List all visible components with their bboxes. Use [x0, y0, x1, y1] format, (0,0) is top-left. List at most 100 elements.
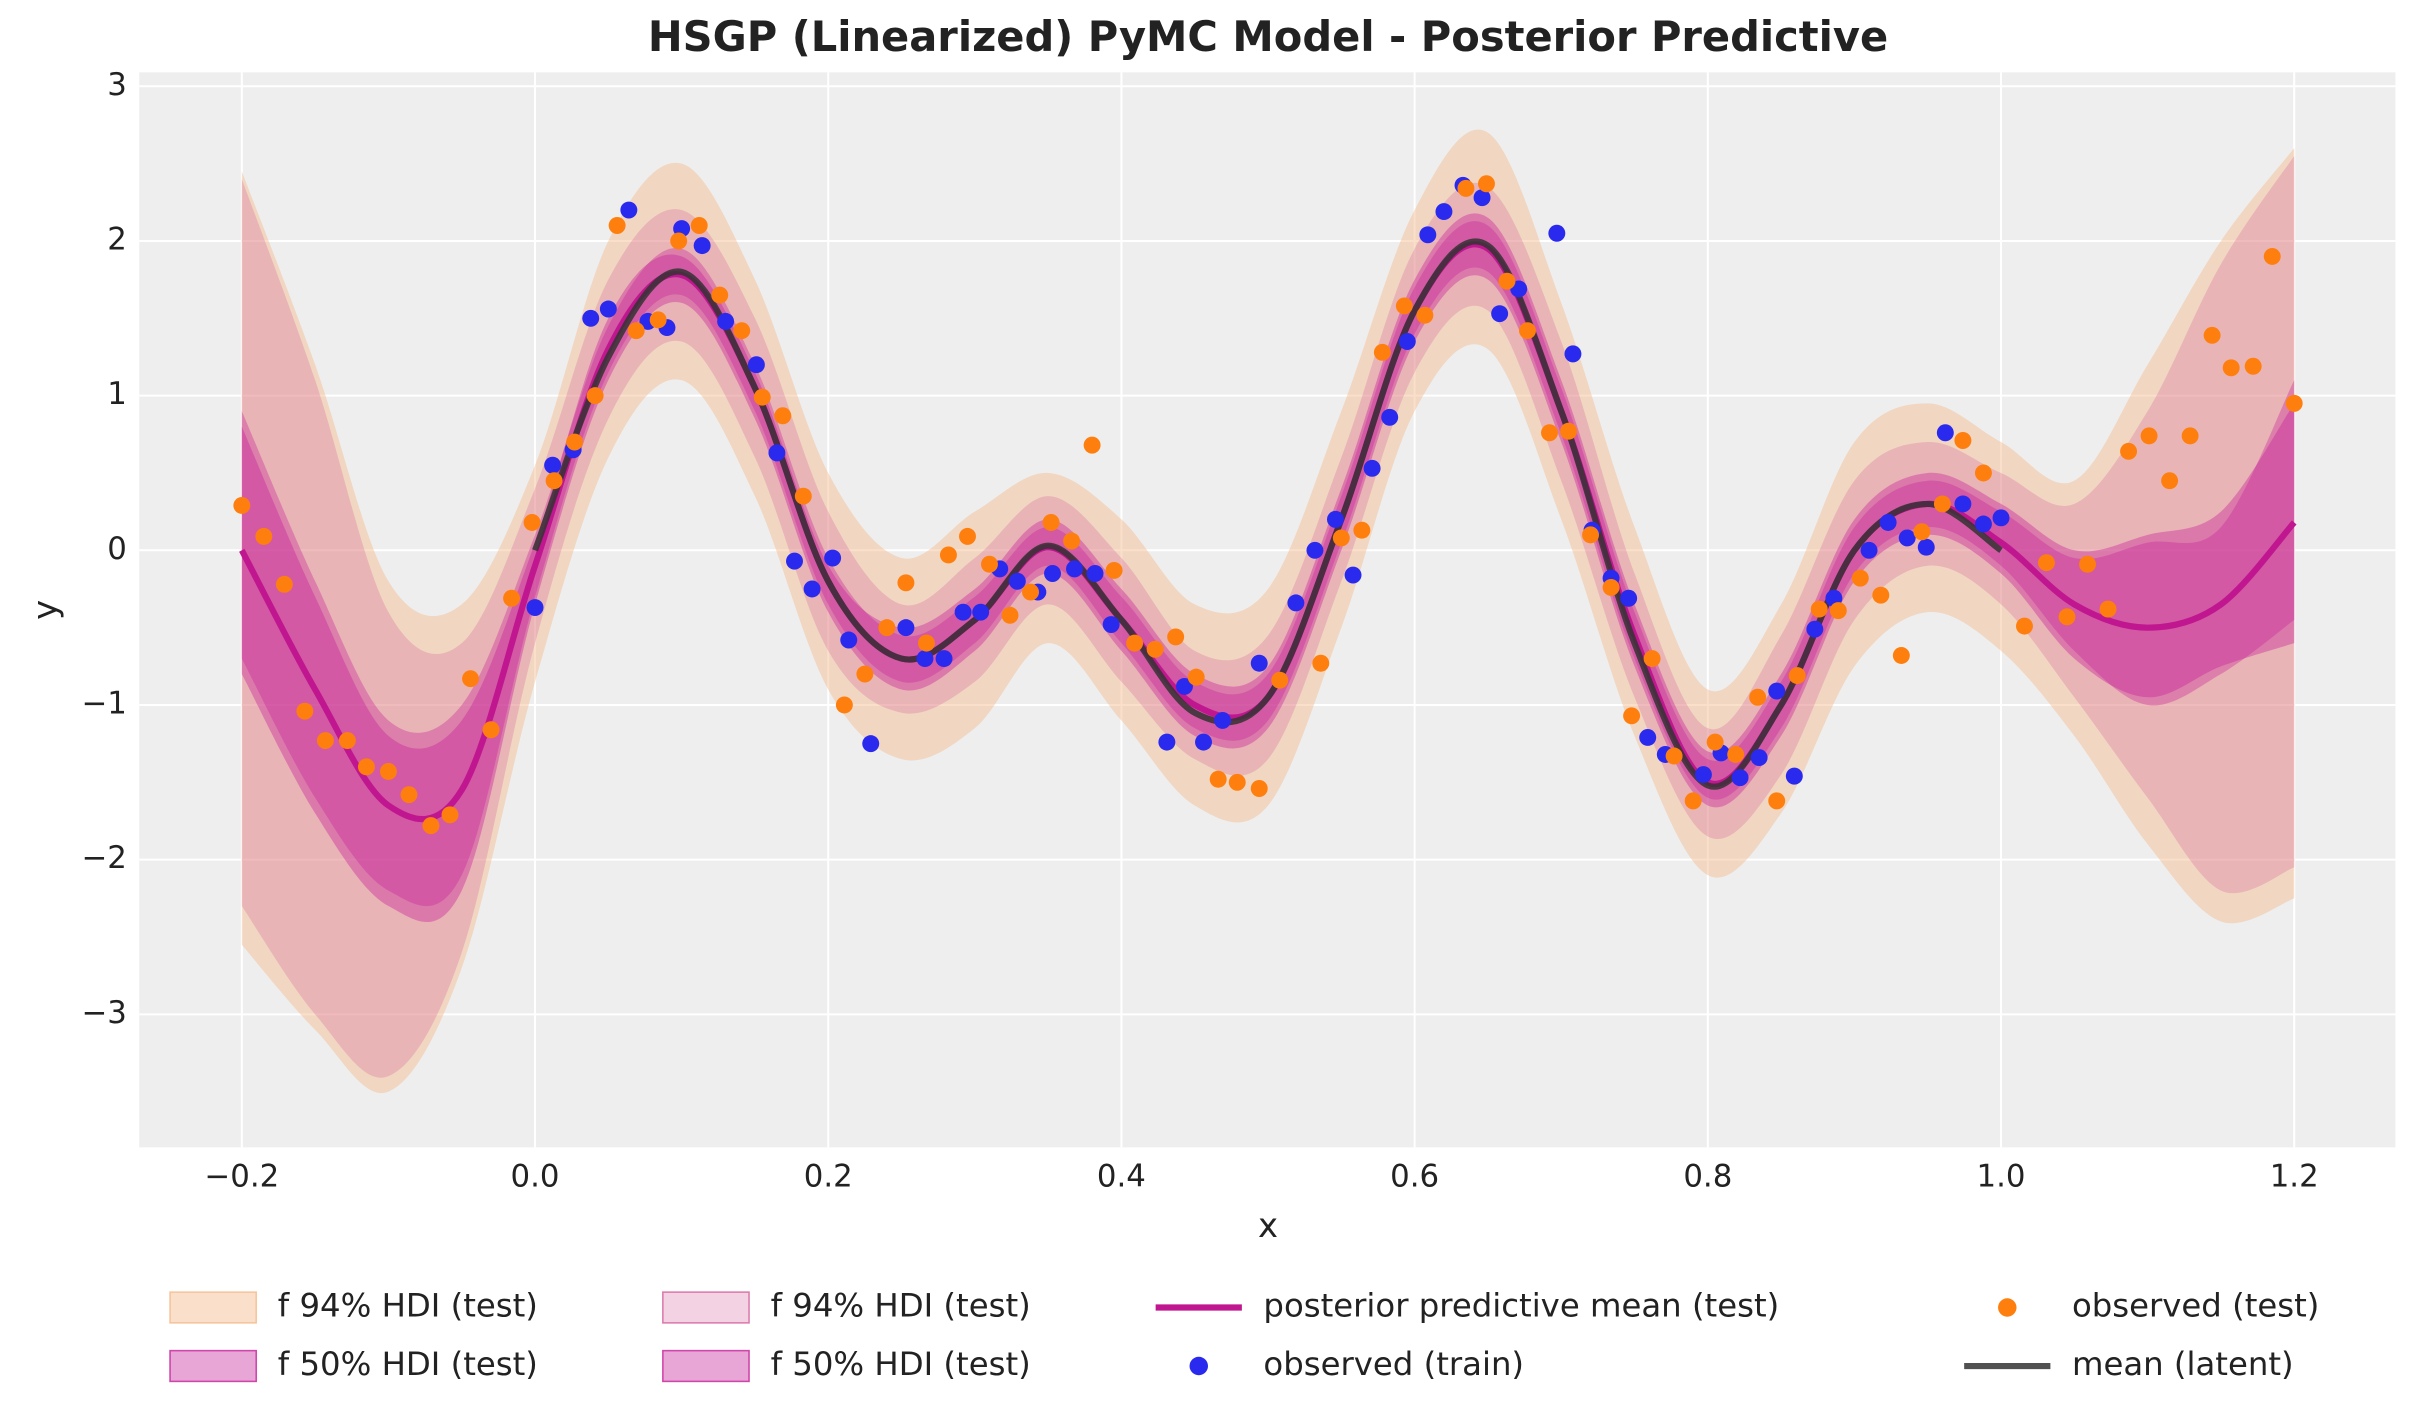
point — [338, 732, 356, 750]
legend-label: f 94% HDI (test) — [771, 1286, 1031, 1324]
point — [1187, 668, 1205, 686]
point — [1395, 297, 1413, 315]
point — [1353, 521, 1371, 539]
point — [862, 735, 880, 753]
point — [1008, 572, 1026, 590]
point — [441, 806, 459, 824]
y-tick-label: 1 — [107, 376, 127, 412]
point — [544, 456, 562, 474]
point — [1731, 769, 1749, 787]
point — [275, 575, 293, 593]
marks — [233, 129, 2303, 1094]
point — [693, 237, 711, 255]
point — [1042, 513, 1060, 531]
point — [1564, 345, 1582, 363]
point — [1829, 602, 1847, 620]
point — [582, 309, 600, 327]
point — [1398, 333, 1416, 350]
point — [2244, 357, 2262, 375]
point — [1936, 424, 1954, 442]
x-tick-label: 0.4 — [1097, 1159, 1146, 1195]
point — [2222, 359, 2240, 377]
point — [1419, 226, 1437, 244]
point — [1416, 306, 1434, 324]
point — [1105, 561, 1123, 579]
x-tick-label: −0.2 — [204, 1159, 279, 1195]
point — [620, 201, 638, 219]
point — [1022, 583, 1040, 601]
point — [1287, 594, 1305, 612]
plot-area — [139, 72, 2396, 1148]
point — [1560, 422, 1578, 440]
point — [1435, 203, 1453, 221]
point — [1974, 464, 1992, 482]
point — [1344, 566, 1362, 584]
point — [1167, 628, 1185, 646]
point — [1992, 509, 2010, 527]
legend-swatch — [1998, 1298, 2017, 1317]
point — [1519, 322, 1536, 340]
point — [316, 732, 334, 750]
point — [916, 650, 934, 668]
point — [1195, 733, 1212, 751]
point — [1491, 305, 1509, 323]
point — [1146, 640, 1164, 658]
point — [1639, 728, 1657, 746]
point — [1954, 432, 1972, 449]
point — [835, 696, 853, 714]
legend-swatch — [662, 1349, 750, 1383]
point — [1126, 634, 1144, 652]
point — [1810, 600, 1828, 618]
point — [1498, 272, 1516, 290]
point — [1373, 343, 1391, 361]
y-axis-label: y — [25, 600, 64, 620]
point — [2161, 472, 2179, 490]
point — [1086, 565, 1104, 582]
point — [917, 634, 935, 652]
legend-label: f 94% HDI (test) — [278, 1286, 538, 1324]
point — [786, 552, 803, 570]
point — [1872, 586, 1890, 604]
legend-swatch — [662, 1291, 750, 1324]
point — [753, 388, 771, 406]
point — [1044, 565, 1061, 582]
point — [1898, 529, 1916, 547]
point — [1768, 682, 1786, 700]
point — [1684, 792, 1702, 810]
point — [1066, 560, 1083, 578]
point — [1001, 606, 1019, 624]
point — [2140, 427, 2158, 445]
legend-label: posterior predictive mean (test) — [1263, 1286, 1779, 1324]
point — [1954, 495, 1972, 513]
legend-label: mean (latent) — [2072, 1345, 2294, 1383]
x-tick-label: 0.2 — [804, 1159, 853, 1195]
point — [1102, 616, 1120, 634]
point — [1974, 515, 1992, 533]
point — [794, 487, 812, 505]
point — [1750, 749, 1768, 767]
point — [711, 286, 729, 304]
point — [526, 599, 544, 617]
point — [1477, 175, 1495, 193]
point — [1933, 495, 1951, 513]
legend: f 94% HDI (test) f 50% HDI (test) f 94% HD… — [169, 1286, 2319, 1383]
point — [1749, 688, 1767, 706]
point — [1727, 746, 1745, 763]
point — [824, 549, 842, 567]
point — [422, 817, 440, 835]
legend-label: f 50% HDI (test) — [278, 1345, 538, 1383]
point — [1158, 733, 1176, 751]
point — [1250, 780, 1268, 797]
point — [768, 444, 786, 462]
point — [627, 322, 645, 340]
point — [255, 527, 273, 545]
point — [1306, 541, 1324, 559]
point — [733, 322, 751, 340]
point — [2016, 617, 2033, 635]
point — [379, 763, 397, 780]
x-tick-label: 0.6 — [1390, 1159, 1439, 1195]
point — [840, 631, 858, 649]
chart-title: HSGP (Linearized) PyMC Model - Posterior… — [648, 12, 1888, 61]
point — [400, 786, 418, 804]
point — [2037, 554, 2055, 572]
